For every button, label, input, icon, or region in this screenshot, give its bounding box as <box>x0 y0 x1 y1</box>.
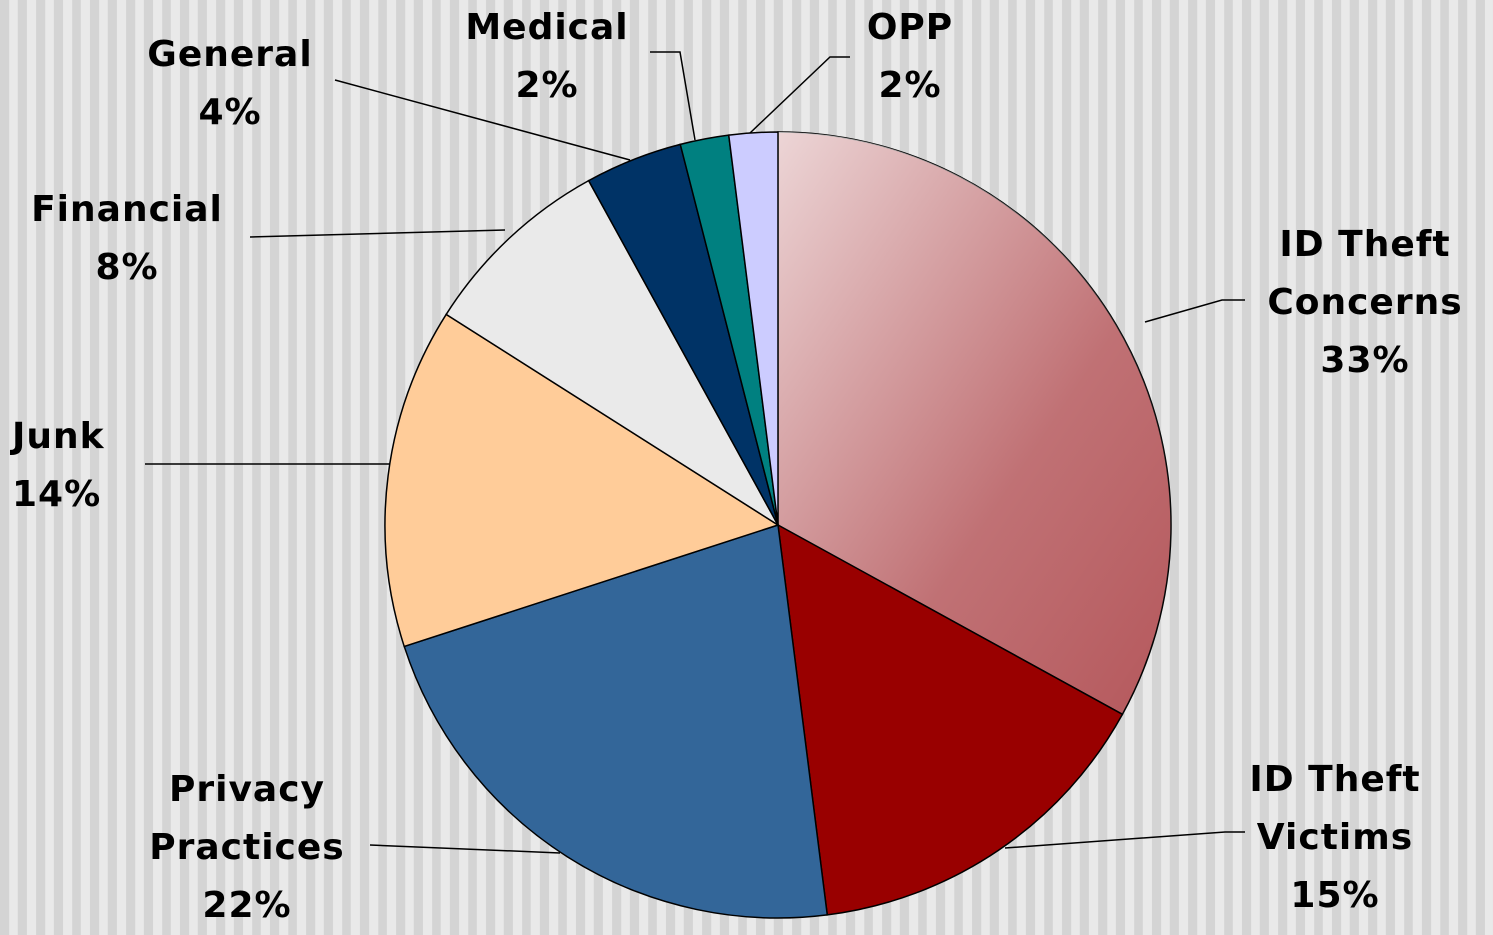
category-label: Junk <box>12 416 105 457</box>
category-label: Medical <box>465 7 629 48</box>
value-label: 2% <box>878 65 942 106</box>
pie-slice <box>727 131 779 526</box>
slice-label: ID Theft Victims 15% <box>1215 751 1455 925</box>
slice-label: Medical 2% <box>437 0 657 115</box>
leader-line <box>249 229 506 238</box>
value-label: 14% <box>12 474 102 515</box>
category-label: OPP <box>866 7 954 48</box>
pie-slice <box>445 179 779 526</box>
slice-sheen <box>778 132 1172 715</box>
leader-line <box>1004 831 1245 849</box>
leader-line <box>1144 299 1245 323</box>
leader-line <box>749 56 850 134</box>
slice-label: Privacy Practices 22% <box>117 761 377 935</box>
value-label: 15% <box>1290 875 1380 916</box>
pie-slice <box>384 313 780 648</box>
category-label: Privacy Practices <box>149 769 345 868</box>
value-label: 2% <box>515 65 579 106</box>
value-label: 8% <box>95 247 159 288</box>
slice-label: ID Theft Concerns 33% <box>1240 216 1490 390</box>
slice-label: Financial 8% <box>0 181 257 297</box>
pie-slice <box>777 523 1124 916</box>
slice-label: General 4% <box>120 26 340 142</box>
category-label: ID Theft Victims <box>1249 759 1421 858</box>
pie-slice <box>403 524 829 919</box>
leader-line <box>369 844 561 854</box>
slice-label: Junk 14% <box>12 408 172 524</box>
value-label: 33% <box>1320 340 1410 381</box>
slice-label: OPP 2% <box>830 0 990 115</box>
leader-line <box>334 79 631 161</box>
category-label: ID Theft Concerns <box>1267 224 1463 323</box>
category-label: Financial <box>31 189 223 230</box>
leader-line <box>650 51 696 141</box>
category-label: General <box>147 34 313 75</box>
value-label: 22% <box>202 885 292 926</box>
value-label: 4% <box>198 92 262 133</box>
